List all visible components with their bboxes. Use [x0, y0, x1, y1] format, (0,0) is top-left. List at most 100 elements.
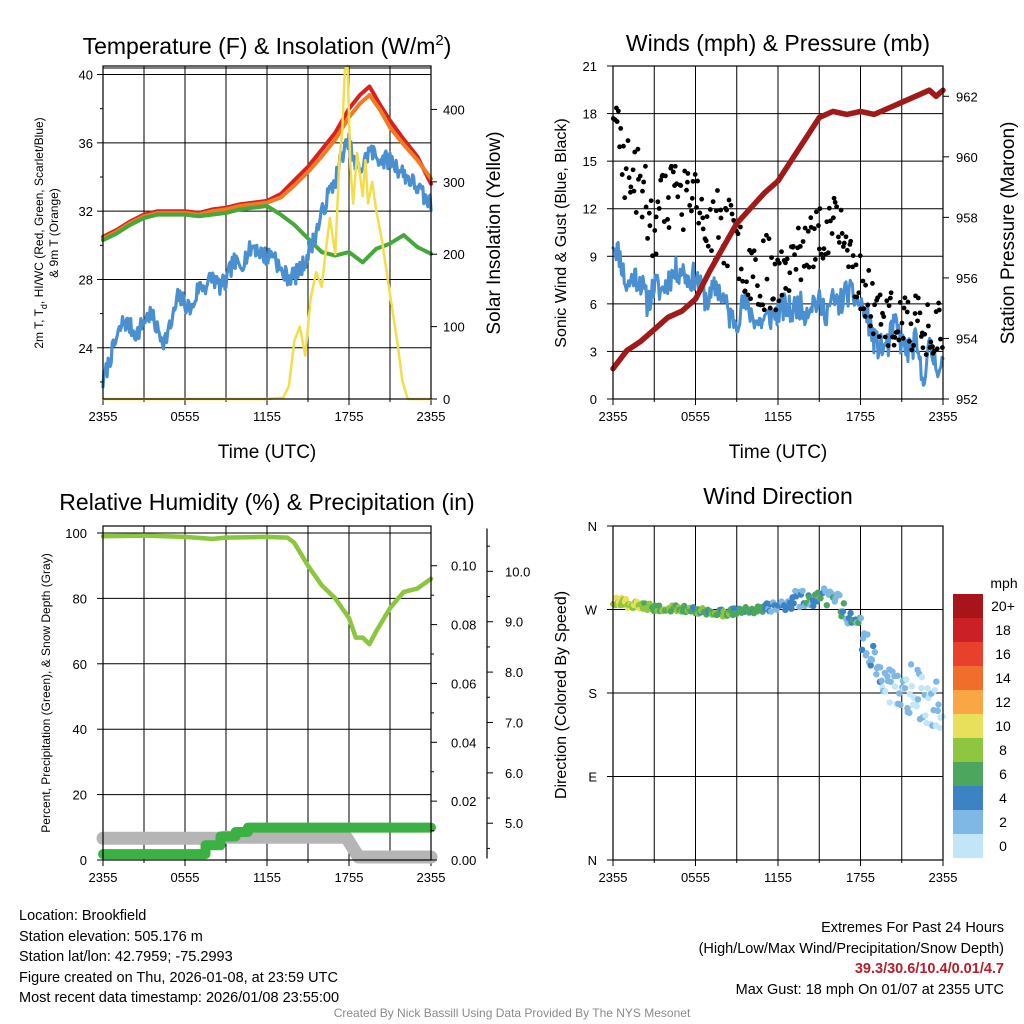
- gust-point: [697, 210, 703, 216]
- title-main: Temperature (F) & Insolation (W/m: [83, 33, 436, 59]
- x-tick-label: 0555: [171, 870, 200, 885]
- gust-point: [802, 225, 808, 231]
- gust-point: [678, 183, 684, 188]
- gust-point: [905, 299, 911, 305]
- gust-point: [909, 347, 915, 353]
- gust-point: [808, 215, 814, 221]
- gust-point: [870, 331, 876, 337]
- gust-point: [902, 295, 908, 301]
- colorbar-swatch: [953, 786, 983, 810]
- gust-point: [729, 211, 735, 217]
- gust-point: [632, 149, 638, 155]
- direction-point: [936, 724, 943, 732]
- gust-point: [703, 238, 709, 244]
- gust-point: [915, 318, 920, 324]
- y2-tick-label: 300: [443, 175, 465, 190]
- gust-point: [753, 257, 758, 262]
- direction-point: [814, 589, 822, 596]
- direction-point: [922, 712, 929, 719]
- x-tick-label: 2355: [929, 870, 958, 885]
- y-axis-label: Sonic Wind & Gust (Blue, Black): [553, 118, 570, 347]
- colorbar-label: 6: [999, 766, 1007, 782]
- gust-point: [885, 343, 891, 349]
- y2-tick-label: 954: [956, 331, 978, 346]
- gust-point: [639, 214, 645, 220]
- y-tick-label: 24: [79, 341, 93, 356]
- direction-point: [855, 619, 862, 627]
- x-tick-label: 1155: [253, 409, 281, 424]
- gust-point: [645, 235, 651, 241]
- y-tick-label: N: [588, 519, 597, 534]
- gust-point: [920, 345, 926, 351]
- gust-point: [666, 195, 671, 200]
- gust-point: [868, 314, 874, 319]
- direction-point: [823, 602, 830, 609]
- gust-point: [635, 146, 641, 152]
- y-axis-label: Direction (Colored By Speed): [553, 591, 570, 799]
- direction-point: [934, 707, 942, 715]
- gust-point: [895, 329, 901, 335]
- extremes-title: Extremes For Past 24 Hours: [821, 920, 1004, 936]
- x-tick-label: 1155: [764, 870, 792, 885]
- direction-point: [817, 594, 824, 602]
- gust-point: [900, 335, 906, 341]
- gust-point: [792, 252, 797, 258]
- panel-title: Winds (mph) & Pressure (mb): [626, 30, 930, 56]
- gust-point: [655, 199, 661, 205]
- series-station-pressure: [610, 87, 946, 372]
- series-precipitation: [98, 822, 436, 860]
- gust-point: [653, 214, 659, 220]
- snow-tick-label: 10.0: [505, 564, 530, 579]
- gust-point: [647, 223, 653, 229]
- gust-point: [854, 294, 860, 300]
- gust-point: [710, 199, 716, 205]
- max-gust-text: Max Gust: 18 mph On 01/07 at 2355 UTC: [735, 981, 1004, 998]
- gust-point: [653, 251, 659, 257]
- gust-point: [716, 235, 721, 240]
- gust-point: [820, 255, 826, 261]
- y2-axis-label: Station Pressure (Maroon): [998, 122, 1019, 345]
- direction-point: [767, 608, 775, 615]
- x-tick-label: 1755: [335, 409, 364, 424]
- gust-point: [798, 277, 804, 283]
- gust-point: [912, 311, 918, 316]
- direction-point: [876, 664, 884, 671]
- gust-point: [887, 295, 893, 301]
- gust-point: [826, 205, 832, 211]
- gust-point: [834, 204, 840, 210]
- gust-point: [938, 336, 943, 342]
- gust-point: [786, 288, 792, 294]
- gust-point: [665, 216, 670, 222]
- gust-point: [843, 234, 849, 240]
- gust-point: [695, 178, 700, 184]
- direction-point: [933, 678, 940, 685]
- y-tick-label: S: [588, 686, 597, 701]
- gust-point: [877, 292, 883, 298]
- direction-point: [871, 648, 879, 656]
- gust-point: [888, 290, 894, 296]
- y-tick-label: 0: [590, 392, 597, 407]
- gust-point: [886, 303, 892, 309]
- direction-point: [796, 603, 803, 611]
- ylabel-part: 2m T, T: [32, 308, 46, 348]
- gust-point: [658, 177, 664, 183]
- gust-point: [783, 260, 788, 266]
- gust-point: [925, 302, 931, 308]
- x-tick-label: 2355: [89, 870, 118, 885]
- gust-point: [800, 239, 806, 244]
- gust-point: [767, 305, 773, 311]
- gust-point: [776, 260, 782, 266]
- gust-point: [742, 288, 748, 294]
- gust-point: [810, 264, 816, 270]
- gust-point: [744, 279, 749, 285]
- gust-point: [821, 246, 827, 252]
- gust-point: [625, 138, 631, 144]
- direction-point: [897, 701, 904, 709]
- gust-point: [892, 335, 898, 340]
- gust-point: [619, 172, 625, 177]
- gust-point: [709, 248, 714, 254]
- gust-point: [755, 283, 760, 289]
- gust-point: [876, 334, 882, 340]
- gust-point: [896, 337, 902, 343]
- y2-tick-label: 956: [956, 271, 978, 286]
